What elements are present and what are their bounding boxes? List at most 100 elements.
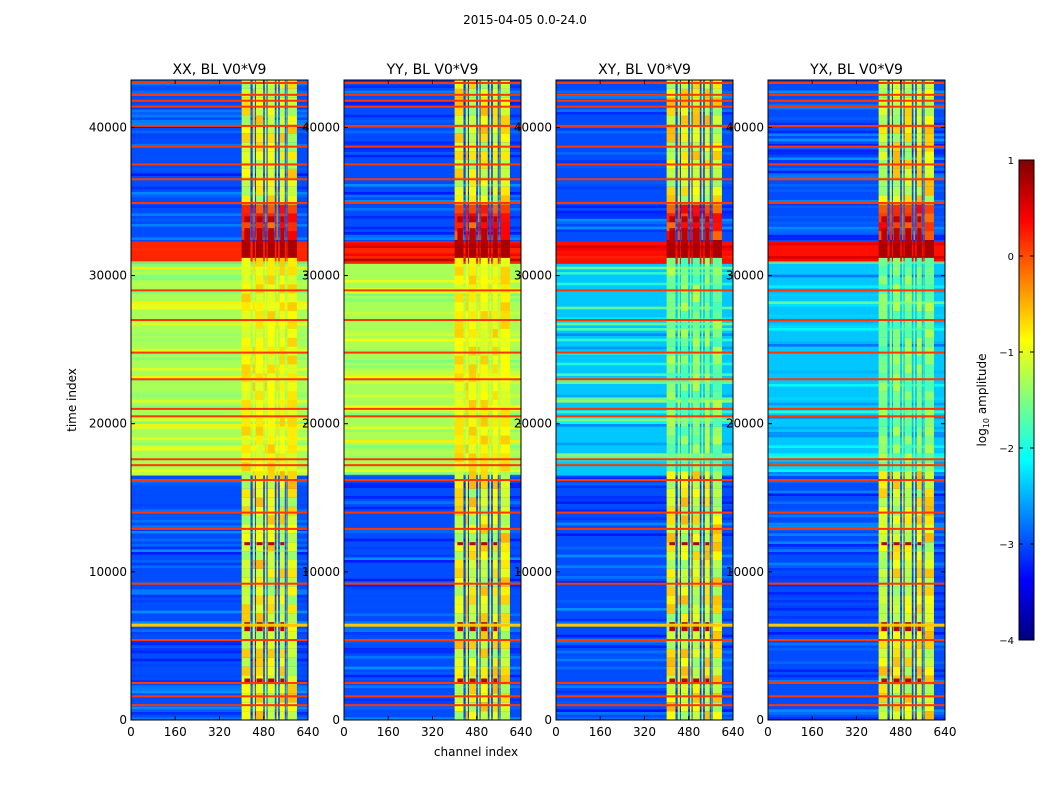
rfi-column	[889, 382, 892, 392]
rfi-column	[267, 586, 275, 596]
rfi-column	[489, 97, 492, 107]
rfi-column	[916, 488, 922, 498]
flag-line	[131, 479, 308, 481]
rfi-column	[276, 542, 279, 552]
rfi-column	[677, 337, 680, 347]
rfi-hotspot	[268, 228, 275, 243]
rfi-column	[916, 133, 922, 143]
rfi-column	[252, 284, 255, 294]
rfi-column	[704, 586, 710, 596]
rfi-column	[701, 417, 704, 427]
stripe	[344, 656, 521, 659]
rfi-column	[704, 595, 710, 605]
rfi-column	[480, 506, 488, 516]
stripe	[556, 600, 733, 603]
stripe	[344, 514, 521, 518]
rfi-column	[710, 124, 712, 134]
rfi-column	[666, 577, 676, 587]
rfi-column	[689, 177, 692, 187]
rfi-column	[287, 364, 297, 374]
rfi-column	[279, 613, 285, 623]
rfi-column	[256, 480, 264, 489]
rfi-column	[701, 115, 704, 125]
rfi-column	[916, 275, 922, 285]
rfi-column	[878, 480, 888, 489]
rfi-column	[489, 515, 492, 525]
rfi-column	[276, 711, 279, 720]
stripe	[131, 418, 308, 422]
rfi-column	[498, 106, 500, 116]
stripe	[768, 301, 945, 304]
stripe	[768, 293, 945, 296]
rfi-column	[677, 328, 680, 338]
stripe	[344, 426, 521, 430]
y-tick-label: 30000	[514, 269, 552, 283]
rfi-column	[666, 595, 676, 605]
rfi-column	[878, 533, 888, 543]
rfi-column	[681, 506, 689, 516]
rfi-column	[287, 133, 297, 143]
rfi-column	[285, 195, 287, 205]
rfi-column	[256, 693, 264, 703]
rfi-column	[252, 213, 255, 223]
rfi-column	[477, 311, 480, 320]
rfi-column	[498, 248, 500, 258]
rfi-column	[500, 328, 510, 338]
rfi-column	[916, 186, 922, 196]
rfi-column	[267, 577, 275, 587]
rfi-column	[710, 168, 712, 178]
rfi-column	[489, 453, 492, 463]
rfi-column	[267, 346, 275, 356]
rfi-column	[681, 328, 689, 338]
stripe	[344, 594, 521, 598]
rfi-column	[922, 408, 924, 418]
rfi-column	[922, 675, 924, 685]
rfi-column	[701, 382, 704, 392]
rfi-column	[241, 604, 251, 614]
rfi-column	[267, 302, 275, 312]
rfi-column	[701, 124, 704, 134]
rfi-column	[252, 488, 255, 498]
rfi-column	[241, 337, 251, 347]
rfi-column	[922, 168, 924, 178]
rfi-column	[692, 275, 700, 285]
rfi-column	[681, 444, 689, 454]
rfi-column	[681, 551, 689, 560]
rfi-column	[264, 595, 267, 605]
rfi-column	[492, 302, 498, 312]
rfi-column	[666, 373, 676, 383]
rfi-column	[285, 328, 287, 338]
rfi-column	[901, 471, 904, 480]
rfi-column	[465, 675, 468, 685]
rfi-column	[889, 515, 892, 525]
flag-line	[556, 319, 733, 321]
rfi-column	[904, 613, 912, 623]
stripe	[768, 232, 945, 235]
rfi-column	[498, 80, 500, 89]
rfi-column	[264, 275, 267, 285]
rfi-column	[279, 453, 285, 463]
rfi-column	[279, 551, 285, 560]
rfi-column	[712, 364, 722, 374]
rfi-column	[681, 151, 689, 160]
rfi-column	[893, 684, 901, 694]
rfi-column	[480, 408, 488, 418]
rfi-column	[480, 168, 488, 178]
rfi-column	[477, 604, 480, 614]
rfi-column	[276, 577, 279, 587]
rfi-column	[677, 702, 680, 712]
rfi-column	[279, 462, 285, 472]
rfi-column	[285, 631, 287, 640]
rfi-column	[922, 275, 924, 285]
rfi-column	[264, 328, 267, 338]
rfi-column	[264, 346, 267, 356]
stripe	[768, 258, 945, 262]
rfi-column	[267, 488, 275, 498]
rfi-column	[477, 515, 480, 525]
rfi-column	[454, 480, 464, 489]
flag-line	[768, 319, 945, 321]
rfi-column	[681, 373, 689, 383]
rfi-column	[469, 320, 477, 329]
rfi-column	[704, 284, 710, 294]
rfi-column	[267, 177, 275, 187]
